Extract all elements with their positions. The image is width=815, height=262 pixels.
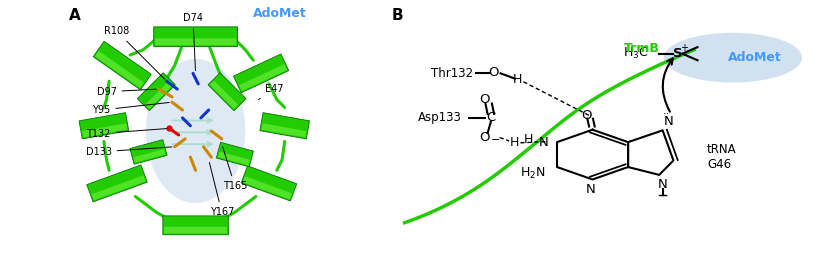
- Text: O: O: [581, 109, 592, 122]
- Text: TrmB: TrmB: [624, 42, 660, 55]
- Text: Thr132: Thr132: [430, 67, 473, 80]
- Text: D74: D74: [183, 13, 203, 70]
- Text: N: N: [585, 183, 595, 196]
- Text: S: S: [673, 47, 682, 60]
- FancyBboxPatch shape: [241, 166, 297, 201]
- FancyBboxPatch shape: [163, 216, 228, 235]
- Text: AdoMet: AdoMet: [253, 7, 306, 20]
- FancyBboxPatch shape: [208, 73, 246, 111]
- FancyBboxPatch shape: [243, 176, 292, 199]
- Text: $\mathregular{H_3C}$: $\mathregular{H_3C}$: [623, 46, 649, 61]
- FancyBboxPatch shape: [154, 27, 237, 46]
- Text: H: H: [513, 73, 522, 86]
- Text: B: B: [392, 8, 403, 23]
- Text: ··: ··: [663, 109, 670, 119]
- FancyBboxPatch shape: [79, 113, 129, 139]
- Text: O: O: [479, 93, 490, 106]
- FancyBboxPatch shape: [93, 41, 152, 90]
- FancyBboxPatch shape: [155, 38, 236, 45]
- FancyBboxPatch shape: [218, 152, 249, 165]
- Text: D133: D133: [86, 147, 172, 157]
- Text: Y95: Y95: [92, 102, 170, 115]
- FancyBboxPatch shape: [134, 149, 165, 163]
- Text: N: N: [658, 178, 667, 191]
- FancyBboxPatch shape: [239, 64, 287, 91]
- Text: H: H: [510, 136, 519, 149]
- Ellipse shape: [663, 33, 802, 83]
- FancyBboxPatch shape: [210, 80, 238, 109]
- FancyArrowPatch shape: [172, 118, 212, 123]
- FancyArrowPatch shape: [172, 130, 212, 134]
- FancyBboxPatch shape: [145, 80, 174, 109]
- Text: H: H: [524, 133, 534, 146]
- Text: T165: T165: [222, 147, 247, 191]
- FancyBboxPatch shape: [82, 123, 127, 137]
- FancyBboxPatch shape: [262, 123, 306, 137]
- Text: AdoMet: AdoMet: [728, 51, 782, 64]
- Text: $\mathregular{H_2}$N: $\mathregular{H_2}$N: [521, 166, 546, 181]
- Text: −: −: [491, 135, 500, 145]
- FancyBboxPatch shape: [260, 113, 310, 139]
- FancyBboxPatch shape: [137, 73, 175, 111]
- Text: O: O: [488, 66, 499, 79]
- FancyBboxPatch shape: [164, 227, 227, 233]
- Text: C: C: [487, 111, 496, 124]
- FancyArrowPatch shape: [172, 142, 212, 146]
- FancyBboxPatch shape: [86, 165, 148, 202]
- FancyBboxPatch shape: [130, 140, 167, 164]
- Text: N: N: [539, 136, 548, 149]
- Text: +: +: [681, 43, 688, 53]
- Text: Asp133: Asp133: [417, 111, 461, 124]
- Text: O: O: [479, 131, 490, 144]
- FancyBboxPatch shape: [233, 54, 289, 93]
- Ellipse shape: [146, 59, 245, 203]
- Text: N: N: [664, 115, 674, 128]
- Text: T132: T132: [86, 129, 166, 139]
- FancyBboxPatch shape: [216, 142, 253, 167]
- Text: E47: E47: [258, 84, 284, 100]
- FancyBboxPatch shape: [95, 51, 144, 88]
- Text: D97: D97: [96, 87, 156, 97]
- Text: A: A: [68, 8, 81, 23]
- Text: tRNA
G46: tRNA G46: [707, 143, 737, 171]
- Text: R108: R108: [104, 26, 165, 79]
- Text: Y167: Y167: [209, 162, 234, 217]
- FancyBboxPatch shape: [91, 175, 146, 200]
